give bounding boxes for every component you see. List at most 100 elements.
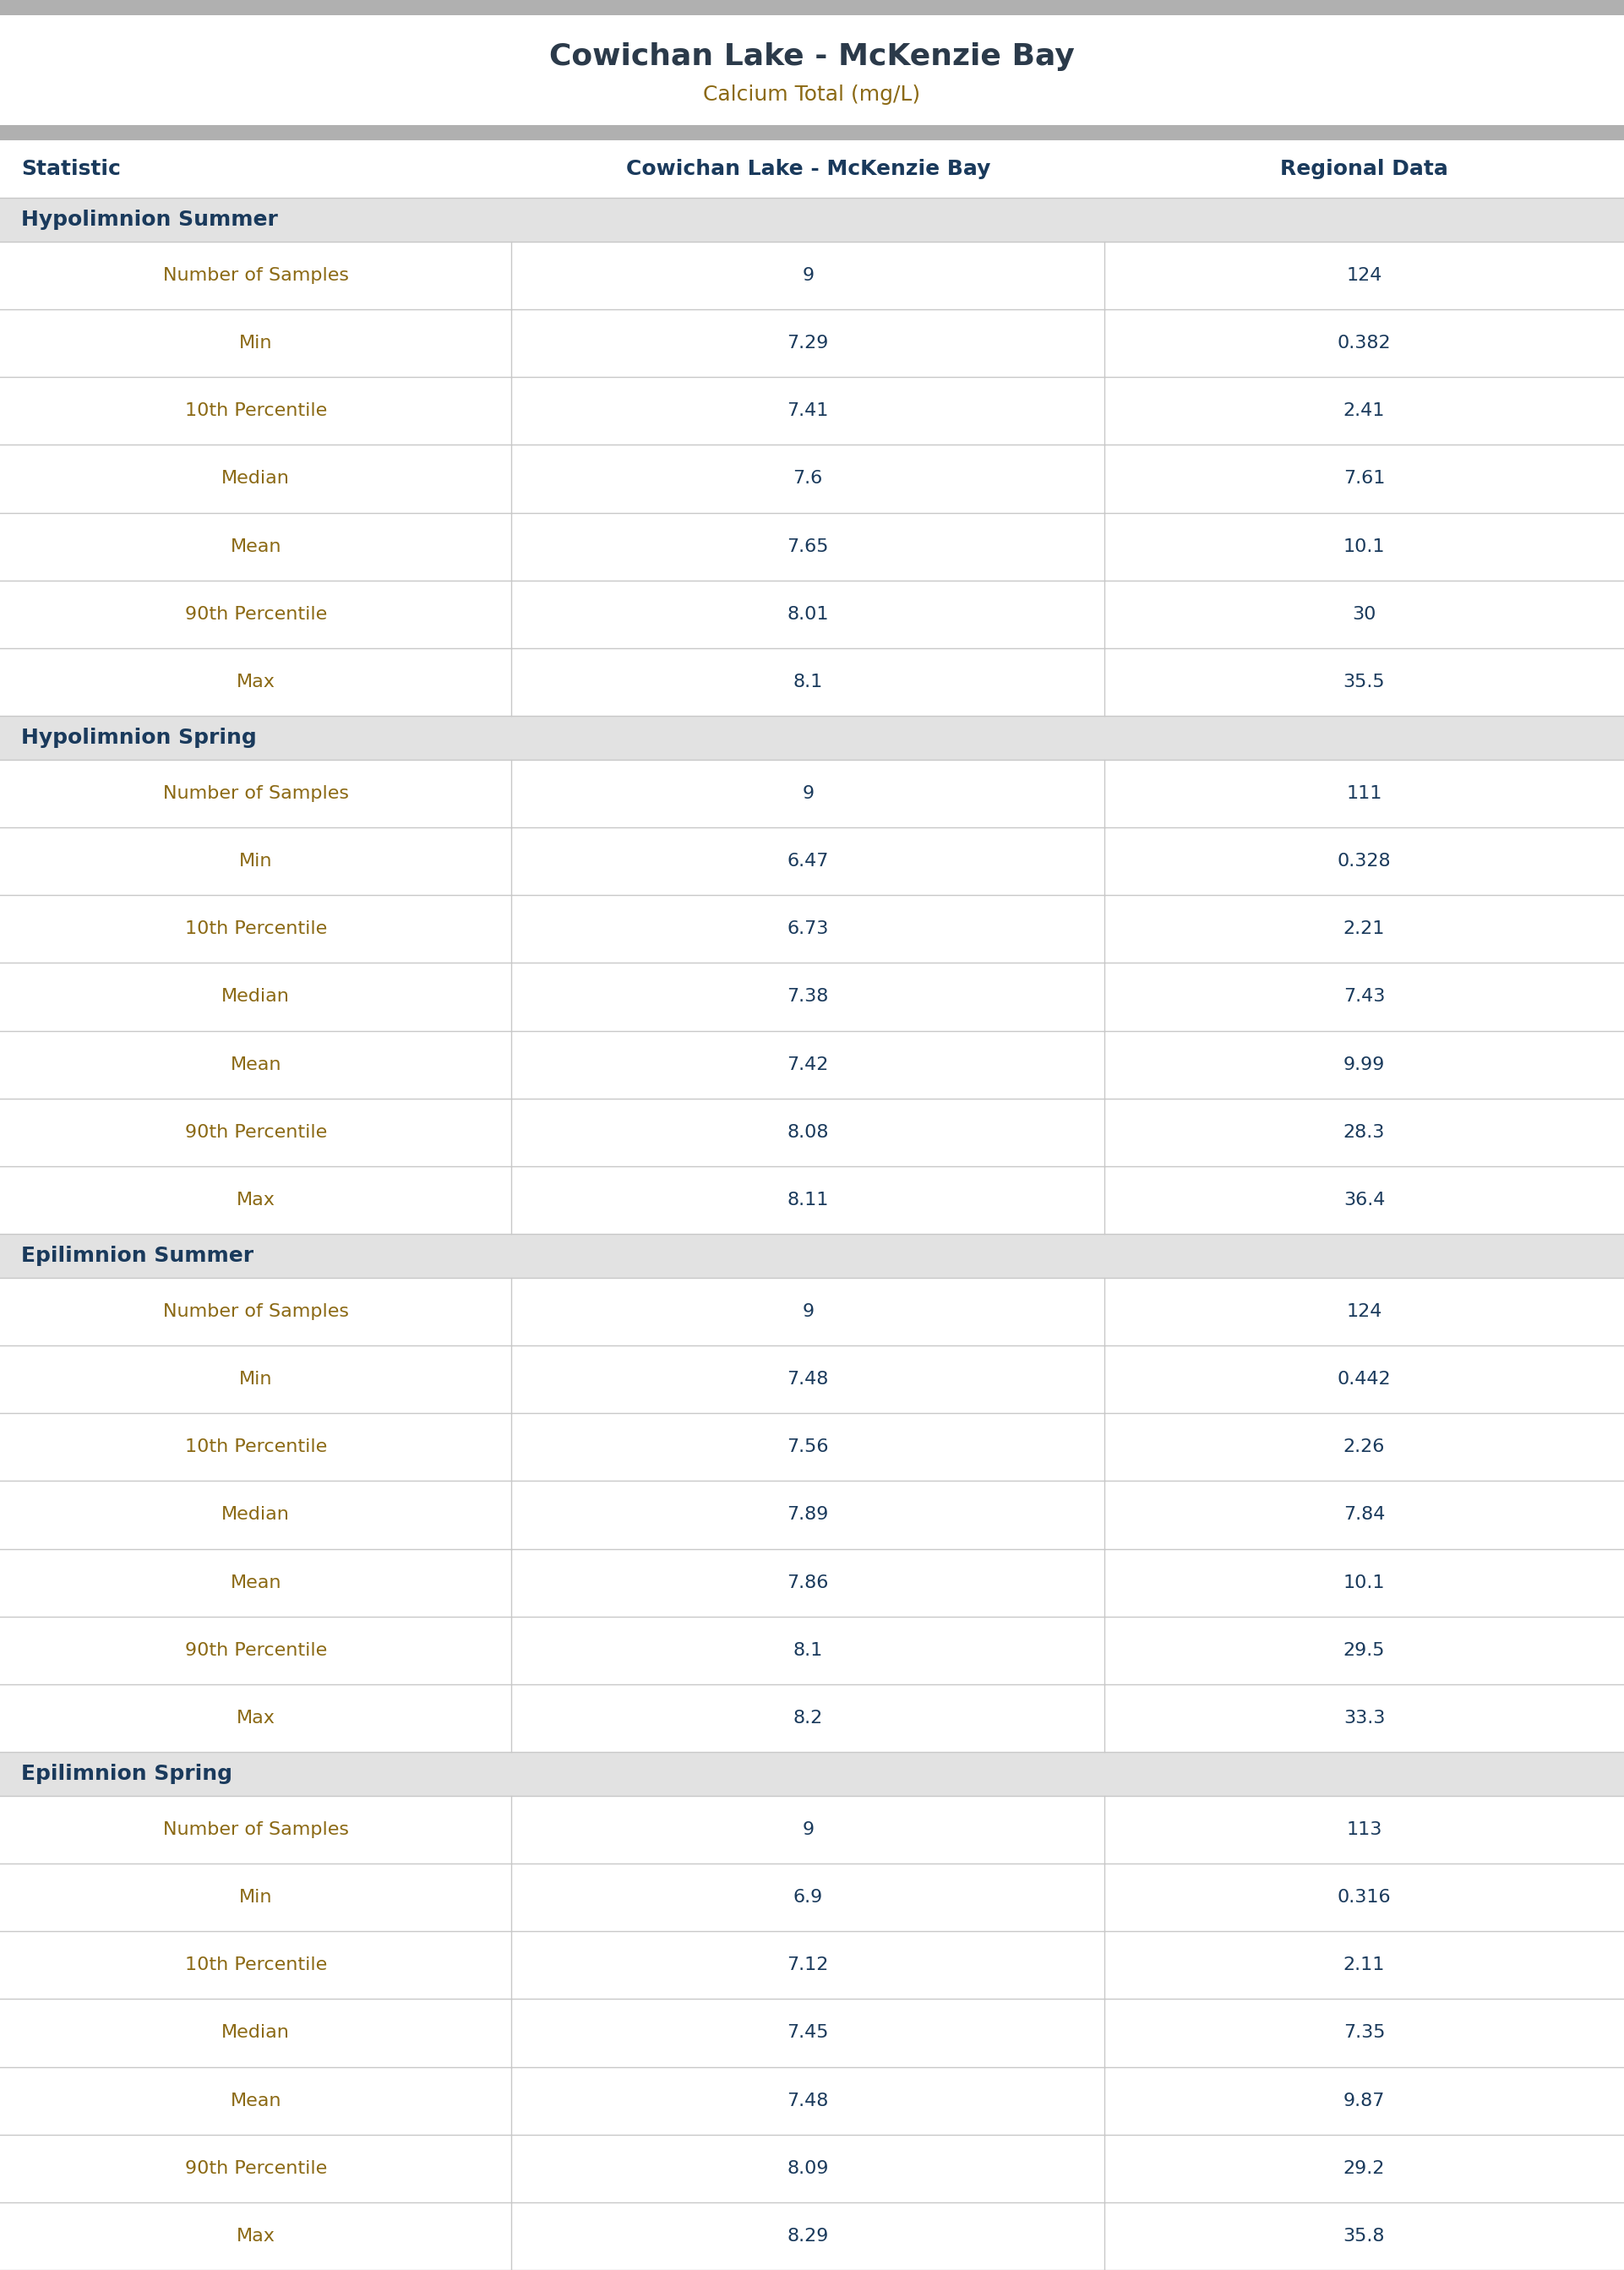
Bar — [0, 829, 1624, 894]
Text: 7.43: 7.43 — [1343, 987, 1385, 1006]
Text: Mean: Mean — [231, 2093, 281, 2109]
Text: 29.2: 29.2 — [1343, 2161, 1385, 2177]
Text: 111: 111 — [1346, 785, 1382, 801]
Text: 10th Percentile: 10th Percentile — [185, 1439, 326, 1455]
Bar — [0, 1235, 1624, 1278]
Text: Median: Median — [221, 1507, 291, 1523]
Text: 7.86: 7.86 — [788, 1573, 828, 1591]
Text: 9: 9 — [802, 268, 814, 284]
Text: Epilimnion Spring: Epilimnion Spring — [21, 1764, 232, 1784]
Text: 0.442: 0.442 — [1337, 1371, 1392, 1387]
Text: 2.11: 2.11 — [1343, 1957, 1385, 1973]
Text: Median: Median — [221, 470, 291, 488]
Text: Calcium Total (mg/L): Calcium Total (mg/L) — [703, 84, 921, 104]
Text: Min: Min — [239, 336, 273, 352]
Text: 0.316: 0.316 — [1337, 1889, 1392, 1907]
Text: 7.84: 7.84 — [1343, 1507, 1385, 1523]
Text: Number of Samples: Number of Samples — [162, 1303, 349, 1321]
Text: 8.1: 8.1 — [793, 674, 823, 690]
Bar — [0, 241, 1624, 309]
Text: 8.01: 8.01 — [788, 606, 828, 622]
Bar — [0, 715, 1624, 760]
Text: 6.73: 6.73 — [788, 922, 828, 938]
Text: 9.87: 9.87 — [1343, 2093, 1385, 2109]
Text: Number of Samples: Number of Samples — [162, 268, 349, 284]
Text: 7.38: 7.38 — [788, 987, 828, 1006]
Bar — [0, 2000, 1624, 2066]
Bar — [0, 16, 1624, 125]
Text: 7.48: 7.48 — [788, 2093, 828, 2109]
Text: 9: 9 — [802, 785, 814, 801]
Text: 124: 124 — [1346, 268, 1382, 284]
Bar — [0, 1099, 1624, 1167]
Text: 8.2: 8.2 — [793, 1709, 823, 1727]
Text: 6.9: 6.9 — [793, 1889, 823, 1907]
Text: 7.48: 7.48 — [788, 1371, 828, 1387]
Bar — [0, 581, 1624, 649]
Text: Number of Samples: Number of Samples — [162, 785, 349, 801]
Bar — [0, 1167, 1624, 1235]
Text: 33.3: 33.3 — [1343, 1709, 1385, 1727]
Text: Mean: Mean — [231, 538, 281, 554]
Bar — [0, 125, 1624, 141]
Bar — [0, 1346, 1624, 1414]
Bar — [0, 1616, 1624, 1684]
Text: Min: Min — [239, 1371, 273, 1387]
Text: 6.47: 6.47 — [788, 854, 828, 869]
Text: 0.328: 0.328 — [1337, 854, 1392, 869]
Bar — [0, 197, 1624, 241]
Text: Min: Min — [239, 854, 273, 869]
Text: 9: 9 — [802, 1303, 814, 1321]
Bar — [0, 649, 1624, 715]
Text: 7.61: 7.61 — [1343, 470, 1385, 488]
Text: Statistic: Statistic — [21, 159, 120, 179]
Text: 8.1: 8.1 — [793, 1641, 823, 1659]
Bar — [0, 2134, 1624, 2202]
Bar — [0, 1278, 1624, 1346]
Text: 10th Percentile: 10th Percentile — [185, 402, 326, 420]
Text: 2.26: 2.26 — [1343, 1439, 1385, 1455]
Bar — [0, 1480, 1624, 1548]
Text: Max: Max — [237, 674, 274, 690]
Text: 7.12: 7.12 — [788, 1957, 828, 1973]
Text: Hypolimnion Summer: Hypolimnion Summer — [21, 209, 278, 229]
Text: 90th Percentile: 90th Percentile — [185, 2161, 326, 2177]
Text: Number of Samples: Number of Samples — [162, 1821, 349, 1839]
Text: 9.99: 9.99 — [1343, 1056, 1385, 1074]
Text: 7.6: 7.6 — [793, 470, 823, 488]
Text: Median: Median — [221, 987, 291, 1006]
Text: Max: Max — [237, 1709, 274, 1727]
Text: 90th Percentile: 90th Percentile — [185, 1124, 326, 1142]
Bar — [0, 1684, 1624, 1752]
Text: 10th Percentile: 10th Percentile — [185, 922, 326, 938]
Text: Hypolimnion Spring: Hypolimnion Spring — [21, 729, 257, 747]
Text: 10.1: 10.1 — [1343, 1573, 1385, 1591]
Bar — [0, 0, 1624, 16]
Text: 7.35: 7.35 — [1343, 2025, 1385, 2041]
Text: 35.8: 35.8 — [1343, 2227, 1385, 2245]
Bar — [0, 1864, 1624, 1932]
Text: 7.89: 7.89 — [788, 1507, 828, 1523]
Bar — [0, 1932, 1624, 2000]
Text: 7.41: 7.41 — [788, 402, 828, 420]
Text: Regional Data: Regional Data — [1280, 159, 1449, 179]
Text: 2.41: 2.41 — [1343, 402, 1385, 420]
Text: 10th Percentile: 10th Percentile — [185, 1957, 326, 1973]
Text: 8.29: 8.29 — [788, 2227, 828, 2245]
Bar — [0, 1796, 1624, 1864]
Text: 7.45: 7.45 — [788, 2025, 828, 2041]
Bar — [0, 1414, 1624, 1480]
Text: 7.65: 7.65 — [788, 538, 828, 554]
Bar — [0, 894, 1624, 962]
Bar — [0, 1548, 1624, 1616]
Text: 10.1: 10.1 — [1343, 538, 1385, 554]
Bar — [0, 309, 1624, 377]
Bar — [0, 2066, 1624, 2134]
Text: 35.5: 35.5 — [1343, 674, 1385, 690]
Text: Cowichan Lake - McKenzie Bay: Cowichan Lake - McKenzie Bay — [549, 43, 1075, 70]
Text: 8.11: 8.11 — [788, 1192, 828, 1208]
Bar — [0, 377, 1624, 445]
Bar — [0, 141, 1624, 197]
Bar — [0, 1031, 1624, 1099]
Text: 124: 124 — [1346, 1303, 1382, 1321]
